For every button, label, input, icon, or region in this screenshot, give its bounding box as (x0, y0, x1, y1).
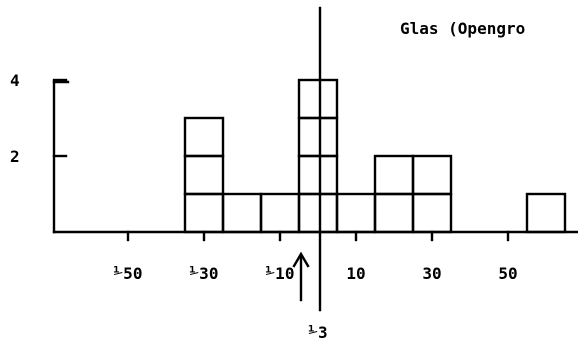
x-tick-label: ⅟50 (114, 264, 143, 283)
x-tick-label: 30 (422, 264, 441, 283)
axes (52, 78, 578, 242)
x-tick-label: ⅟10 (266, 264, 295, 283)
histogram-bar-cell (183, 154, 225, 196)
histogram-bar-cell (221, 192, 263, 234)
histogram-bar-cell (183, 116, 225, 158)
x-tick-label: ⅟30 (190, 264, 219, 283)
histogram-bar-cell (411, 192, 453, 234)
x-tick-label: 10 (346, 264, 365, 283)
marker-label: ⅟3 (308, 323, 327, 342)
reference-marker: ⅟3 (292, 6, 328, 342)
histogram-bar-cell (411, 154, 453, 196)
histogram-bar-cell (525, 192, 567, 234)
histogram-bar-cell (335, 192, 377, 234)
y-tick-label: 2 (10, 147, 20, 166)
histogram-bar-cell (297, 154, 339, 196)
arrow-head (292, 251, 310, 268)
histogram-bar-cell (183, 192, 225, 234)
histogram-bar-cell (297, 192, 339, 234)
x-tick-label: 50 (498, 264, 517, 283)
y-tick-label: 4 (10, 71, 20, 90)
histogram-bar-cell (373, 192, 415, 234)
tick-labels: 2 4 ⅟50 ⅟30 ⅟10 10 30 50 (10, 71, 518, 283)
histogram-bar-cell (297, 116, 339, 158)
histogram-bar-cell (297, 78, 339, 120)
histogram-bar-cell (259, 192, 301, 234)
histogram-bars (183, 78, 567, 234)
chart-title: Glas (Opengro (400, 19, 525, 38)
histogram-bar-cell (373, 154, 415, 196)
